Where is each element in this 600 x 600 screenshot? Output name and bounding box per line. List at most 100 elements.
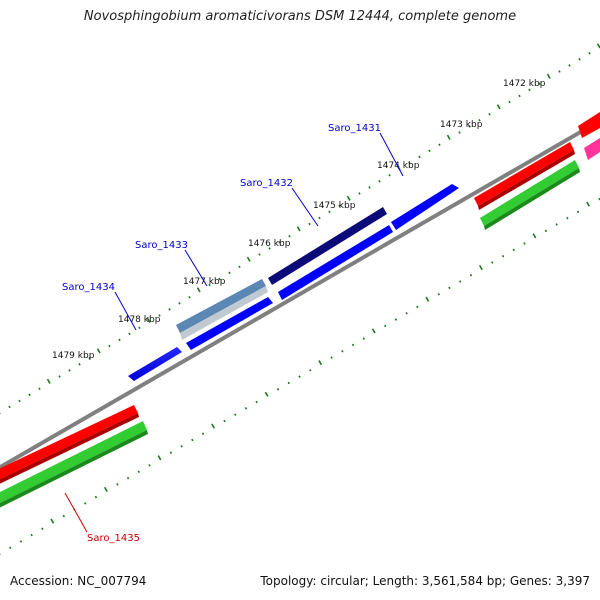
gene-saro-1431[interactable] [391,184,459,230]
scale-tick [169,451,173,454]
scale-tick [146,317,151,323]
scale-tick [287,381,290,385]
scale-tick [58,375,61,378]
gene-right-red[interactable] [474,142,575,210]
scale-tick [188,295,191,299]
axis-label: 1478 kbp [118,315,161,325]
genome-title: Novosphingobium aromaticivorans DSM 1244… [83,9,517,24]
scale-tick [384,324,387,328]
scale-tick [528,88,531,92]
scale-tick [394,318,398,321]
gene-saro-1433-cds[interactable] [186,297,273,350]
scale-tick [18,399,21,403]
gene-far-right-pink[interactable] [584,138,600,160]
genome-backbone [0,118,600,470]
scale-tick [578,58,581,61]
scale-tick [62,514,65,518]
scale-tick [211,423,215,429]
scale-tick [137,470,140,473]
scale-tick [588,51,591,55]
scale-tick [508,100,511,104]
scale-tick [328,210,331,214]
scale-tick [178,302,181,305]
scale-tick [68,369,71,372]
kbp-axis-labels: 1472 kbp 1473 kbp 1474 kbp 1475 kbp 1476… [52,79,546,361]
scale-tick [330,356,333,359]
gene-saro-1435-green[interactable] [0,421,148,510]
axis-label: 1474 kbp [377,161,420,171]
scale-tick [438,143,441,146]
scale-tick [425,296,430,302]
scale-tick [276,388,280,391]
scale-tick [546,73,551,79]
reverse-strand-genes [0,112,600,510]
scale-tick [108,344,111,348]
scale-tick [418,155,421,159]
gene-saro-1433[interactable] [176,279,268,340]
scale-tick [318,216,321,220]
outer-scale-ticks [0,43,600,414]
accession-info: Accession: NC_007794 [10,574,147,588]
scale-tick [218,277,221,281]
gene-far-right-red[interactable] [578,112,600,138]
scale-tick [346,195,351,201]
axis-label: 1472 kbp [503,79,546,89]
scale-tick [138,326,141,329]
scale-tick [468,125,471,128]
scale-tick [544,229,548,233]
scale-tick [437,292,440,296]
scale-tick [191,438,194,442]
scale-tick [157,455,162,461]
gene-label-saro-1432[interactable]: Saro_1432 [240,178,293,189]
scale-tick [459,280,462,283]
scale-tick [268,247,271,250]
scale-tick [338,204,341,207]
scale-tick [126,476,130,480]
gene-saro-1432-cds[interactable] [278,225,393,300]
gene-saro-1434[interactable] [128,347,182,381]
scale-tick [223,419,226,423]
axis-label: 1476 kbp [248,239,291,249]
scale-tick [488,112,491,116]
scale-tick [234,413,237,416]
scale-tick [116,483,119,486]
scale-tick [428,149,431,153]
scale-tick [298,375,301,378]
scale-tick [128,332,131,336]
scale-tick [264,391,269,397]
scale-tick [8,405,11,409]
scale-tick [38,387,41,390]
scale-tick [50,518,55,524]
scale-tick [351,343,355,347]
scale-tick [148,464,151,467]
gene-label-saro-1435[interactable]: Saro_1435 [87,533,140,544]
scale-tick [388,173,391,177]
axis-label: 1479 kbp [52,351,95,361]
scale-tick [208,283,211,287]
scale-tick [78,363,81,366]
scale-tick [88,356,91,360]
scale-tick [416,305,419,309]
scale-tick [501,254,505,258]
scale-tick [586,201,590,207]
scale-tick [30,533,33,537]
gene-label-saro-1431[interactable]: Saro_1431 [328,123,381,134]
gene-saro-1432[interactable] [268,207,387,285]
scale-tick [258,253,261,256]
scale-tick [371,328,376,334]
scale-tick [555,223,558,226]
gene-saro-1435-red[interactable] [0,405,139,486]
scale-tick [448,286,451,290]
axis-label: 1473 kbp [440,120,483,130]
scale-tick [518,94,521,98]
gene-label-saro-1434[interactable]: Saro_1434 [62,282,115,293]
gene-label-saro-1433[interactable]: Saro_1433 [135,240,188,251]
gene-right-green[interactable] [480,160,580,230]
scale-tick [309,369,312,372]
scale-tick [84,502,87,505]
scale-tick [469,273,473,277]
scale-tick [228,271,231,275]
scale-tick [94,495,98,499]
scale-tick [446,134,451,140]
